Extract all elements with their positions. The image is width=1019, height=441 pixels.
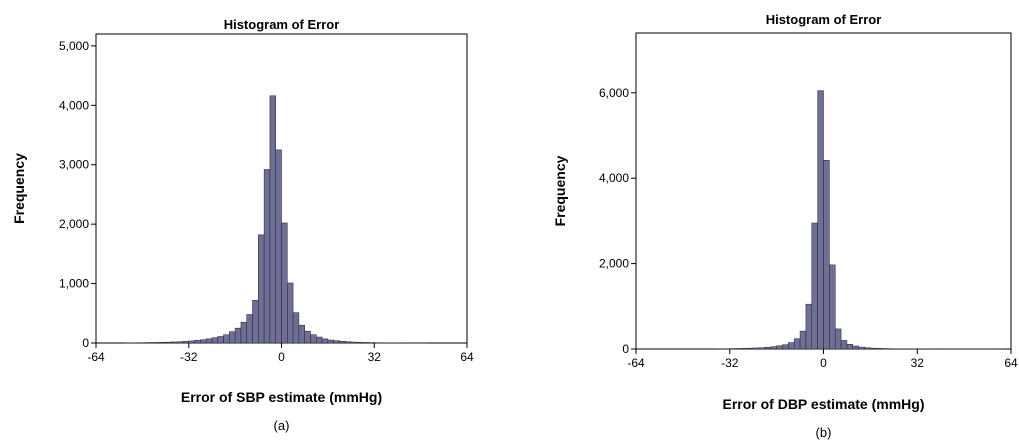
histogram-bar: [275, 149, 282, 344]
chart-title: Histogram of Error: [224, 17, 340, 32]
x-tick-label: 32: [368, 350, 382, 364]
histogram-bar: [870, 347, 877, 350]
histogram-bar: [811, 222, 818, 350]
histogram-bar: [217, 336, 224, 344]
histogram-bar: [316, 336, 323, 344]
x-tick-label: -64: [627, 356, 645, 370]
histogram-bar: [304, 330, 311, 344]
histogram-bar: [211, 337, 218, 344]
x-tick-label: 0: [820, 356, 827, 370]
x-tick-label: 0: [278, 350, 285, 364]
histogram-bar: [310, 334, 317, 344]
histogram-bar: [165, 341, 172, 344]
histogram-bar: [770, 346, 777, 350]
y-tick-label: 1,000: [59, 277, 89, 291]
histogram-bar: [327, 339, 334, 344]
x-tick-label: 64: [1004, 356, 1018, 370]
y-tick-label: 4,000: [59, 98, 89, 112]
histogram-bar: [252, 299, 259, 344]
histogram-bar: [805, 303, 813, 350]
histogram-bar: [321, 338, 329, 344]
histogram-bar: [345, 341, 352, 344]
y-axis-label: Frequency: [552, 155, 568, 226]
histogram-bar: [817, 90, 824, 350]
histogram-bar: [292, 312, 300, 344]
chart-panel-a: 0 1,000 2,000 3,000 4,000 5,000 -64 -32 0 32 64 His…: [11, 17, 474, 433]
histogram-bar: [171, 341, 178, 344]
histogram-bar: [758, 347, 766, 350]
histogram-bar: [188, 340, 195, 344]
histogram-bar: [223, 334, 230, 344]
histogram-bar: [333, 340, 340, 344]
chart-panel-b: 0 2,000 4,000 6,000 -64 -32 0 32 64 Histogram of …: [552, 12, 1018, 440]
histogram-bar: [258, 234, 265, 344]
histogram-bar: [823, 160, 830, 350]
histogram-bar: [864, 347, 871, 350]
y-tick-label: 0: [82, 336, 89, 350]
histogram-bar: [852, 345, 859, 350]
histogram-bar: [246, 314, 253, 344]
y-tick-label: 0: [622, 342, 629, 356]
y-tick-label: 2,000: [599, 257, 629, 271]
y-tick-label: 4,000: [599, 171, 629, 185]
x-tick-label: -32: [180, 350, 198, 364]
histogram-bar: [234, 327, 242, 344]
histogram-bar: [834, 328, 842, 350]
x-axis-label: Error of DBP estimate (mmHg): [722, 396, 924, 412]
y-tick-label: 3,000: [59, 158, 89, 172]
histogram-bar: [182, 341, 189, 344]
histogram-bar: [735, 348, 742, 350]
histogram-bar: [840, 340, 848, 350]
histogram-bar: [339, 340, 346, 344]
y-axis-label: Frequency: [11, 153, 27, 224]
x-tick-label: 64: [460, 350, 474, 364]
histogram-bar: [362, 342, 369, 344]
histogram-bar: [829, 264, 836, 350]
histogram-bar: [793, 338, 801, 350]
histogram-bar: [799, 330, 807, 350]
panel-caption: (a): [274, 418, 290, 433]
histogram-bar: [159, 342, 166, 344]
histogram-bar: [269, 95, 276, 344]
x-tick-label: -64: [87, 350, 105, 364]
histogram-bar: [205, 338, 213, 344]
histogram-bar: [782, 344, 789, 350]
histogram-bar: [747, 347, 754, 350]
histogram-bar: [356, 342, 363, 344]
histogram-bar: [176, 341, 184, 344]
histogram-bar: [281, 222, 288, 344]
histogram-bar: [194, 340, 201, 344]
x-tick-label: 32: [911, 356, 925, 370]
histogram-bar: [263, 169, 271, 344]
histogram-bar: [298, 324, 305, 344]
histogram-bar: [240, 321, 247, 344]
x-tick-label: -32: [721, 356, 739, 370]
histogram-bar: [788, 342, 795, 350]
histogram-bar: [153, 342, 161, 344]
panel-caption: (b): [816, 425, 832, 440]
histogram-bar: [229, 331, 236, 344]
histogram-bar: [200, 339, 207, 344]
y-tick-label: 2,000: [59, 217, 89, 231]
chart-title: Histogram of Error: [766, 12, 882, 27]
histogram-bar: [858, 346, 865, 350]
histogram-bar: [875, 348, 883, 350]
histogram-bar: [764, 347, 772, 350]
histogram-bar: [846, 344, 854, 350]
histogram-bar: [741, 348, 748, 350]
y-tick-label: 6,000: [599, 86, 629, 100]
x-axis-label: Error of SBP estimate (mmHg): [181, 389, 382, 405]
histogram-bar: [287, 282, 294, 344]
y-tick-label: 5,000: [59, 39, 89, 53]
histogram-bar: [350, 341, 358, 344]
histogram-bar: [776, 345, 783, 350]
histogram-bar: [752, 347, 760, 350]
